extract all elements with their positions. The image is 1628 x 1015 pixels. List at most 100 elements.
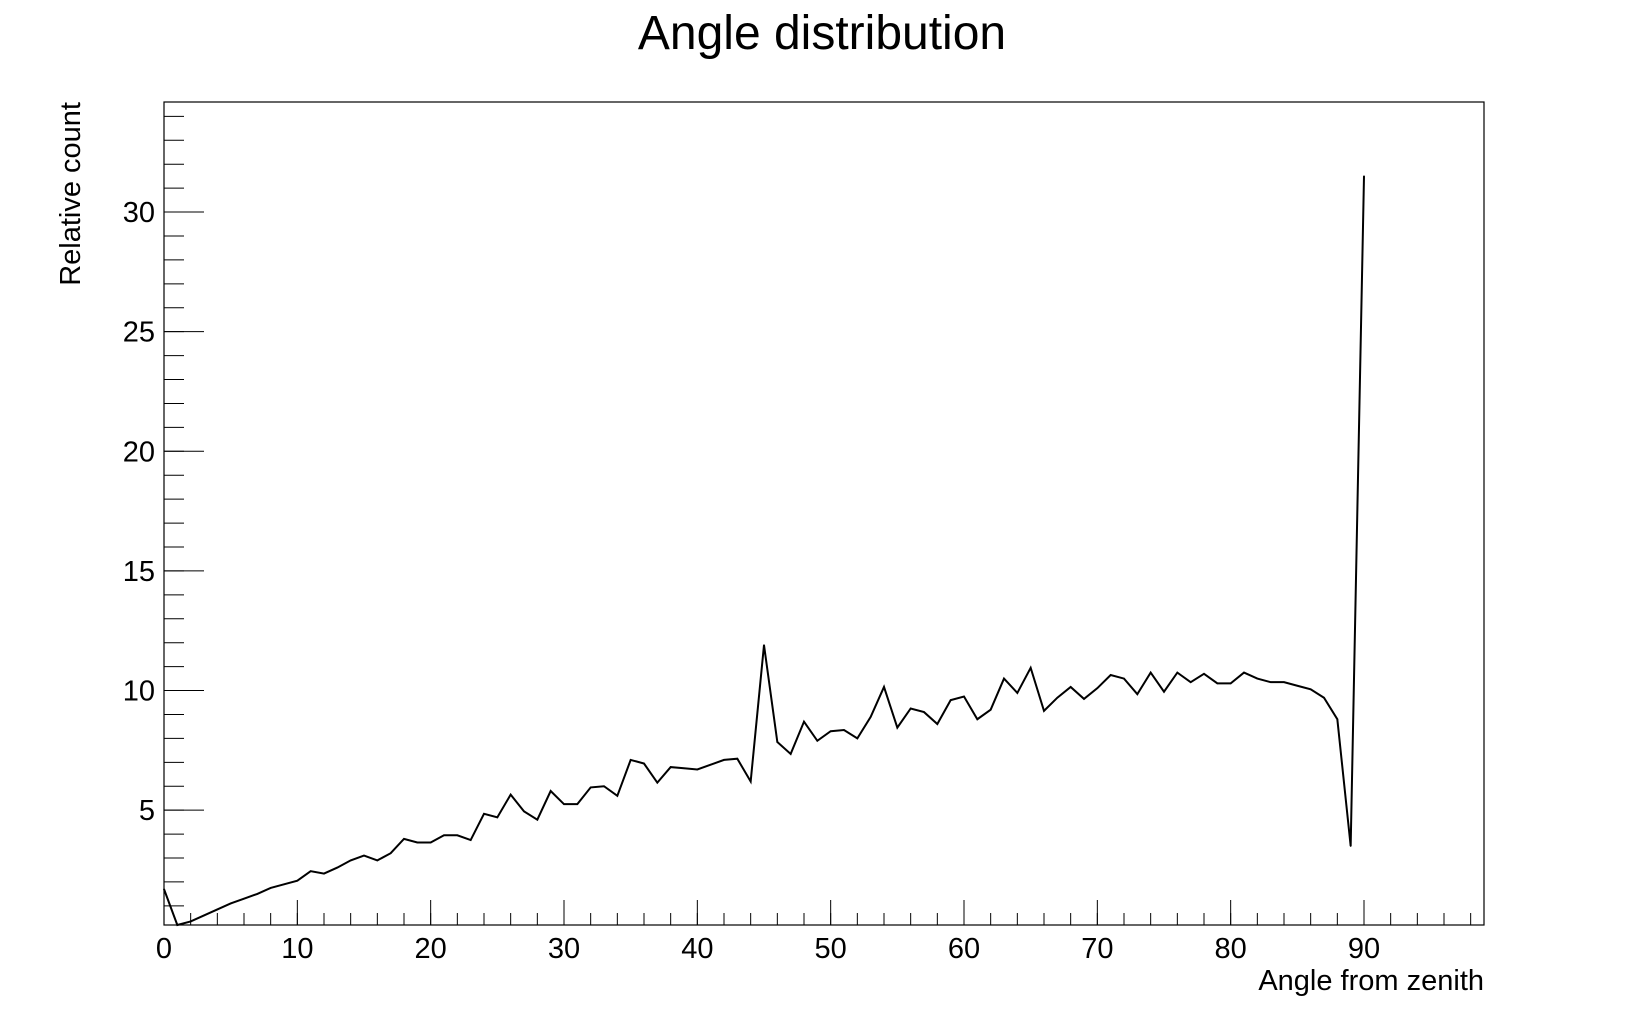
data-point xyxy=(656,781,659,784)
y-axis-label: Relative count xyxy=(55,102,87,286)
data-point xyxy=(376,859,379,862)
y-tick-label: 25 xyxy=(123,317,155,349)
data-point xyxy=(989,708,992,711)
data-point xyxy=(1336,718,1339,721)
data-point xyxy=(963,695,965,698)
x-tick-label: 0 xyxy=(156,933,172,965)
data-point xyxy=(843,729,845,731)
data-point xyxy=(1109,674,1112,676)
data-point xyxy=(429,841,432,844)
data-point xyxy=(749,780,752,783)
data-point xyxy=(803,720,805,723)
data-point xyxy=(1069,686,1072,688)
data-point xyxy=(763,644,765,646)
data-point xyxy=(1256,677,1259,680)
data-point xyxy=(683,767,685,770)
x-tick-label: 40 xyxy=(681,933,713,965)
data-point xyxy=(1149,671,1152,674)
x-tick-label: 10 xyxy=(281,933,313,965)
data-point xyxy=(536,818,539,821)
data-point xyxy=(256,893,259,895)
axis-tick-labels: 0 10 20 30 40 50 60 70 80 90 5 10 15 20 25 30 xyxy=(123,197,1380,965)
data-point xyxy=(229,902,232,905)
data-point xyxy=(616,795,619,797)
data-point xyxy=(589,786,592,789)
data-point xyxy=(576,803,579,805)
data-point xyxy=(443,834,445,837)
data-point xyxy=(176,924,179,926)
data-point xyxy=(363,854,365,857)
data-point xyxy=(216,908,219,911)
data-point xyxy=(549,790,552,792)
data-point xyxy=(1216,682,1219,685)
data-point xyxy=(523,810,525,813)
x-axis-label: Angle from zenith xyxy=(1258,965,1484,997)
data-point xyxy=(1229,682,1232,685)
data-point xyxy=(1349,845,1352,847)
data-point xyxy=(1363,175,1365,177)
data-point xyxy=(416,841,419,844)
data-point xyxy=(456,834,459,837)
data-point xyxy=(736,757,739,760)
data-point xyxy=(1043,710,1045,712)
plot-frame xyxy=(163,101,1485,926)
data-point xyxy=(1203,672,1205,675)
data-point xyxy=(1176,671,1179,674)
data-point xyxy=(496,816,499,819)
x-tick-label: 50 xyxy=(815,933,847,965)
data-point xyxy=(789,753,792,755)
data-point xyxy=(1296,684,1299,687)
data-point xyxy=(403,838,405,840)
data-point xyxy=(269,887,272,889)
data-point xyxy=(509,793,512,796)
chart-title: Angle distribution xyxy=(638,7,1006,60)
y-tick-label: 30 xyxy=(123,197,155,229)
data-point xyxy=(309,870,312,872)
data-point xyxy=(936,723,939,725)
data-point xyxy=(189,920,192,923)
data-point xyxy=(1323,696,1325,699)
data-point xyxy=(883,686,885,688)
axis-ticks xyxy=(163,115,1472,925)
data-point xyxy=(336,866,339,869)
data-point xyxy=(296,879,299,882)
series-line xyxy=(163,176,1365,927)
data-points xyxy=(163,175,1365,926)
data-point xyxy=(1163,690,1165,693)
data-point xyxy=(603,785,605,788)
x-tick-label: 90 xyxy=(1348,933,1380,965)
data-point xyxy=(349,859,352,862)
data-point xyxy=(1309,688,1312,691)
data-point xyxy=(163,888,165,890)
data-point xyxy=(563,803,565,805)
data-point xyxy=(1029,667,1032,669)
data-point xyxy=(896,726,899,729)
data-point xyxy=(323,872,325,875)
data-point xyxy=(949,699,952,701)
data-point xyxy=(629,759,632,761)
data-point xyxy=(1083,698,1085,700)
x-tick-label: 70 xyxy=(1081,933,1113,965)
data-point xyxy=(1123,677,1125,680)
data-point xyxy=(723,759,725,761)
data-point xyxy=(1096,687,1099,689)
y-tick-label: 15 xyxy=(123,556,155,588)
data-point xyxy=(243,897,245,900)
x-tick-label: 80 xyxy=(1215,933,1247,965)
data-point xyxy=(869,716,872,718)
data-point xyxy=(1056,696,1059,699)
data-point xyxy=(469,839,472,841)
data-point xyxy=(1269,681,1272,683)
data-point xyxy=(1189,681,1192,683)
x-tick-label: 30 xyxy=(548,933,580,965)
data-point xyxy=(909,707,912,710)
data-point xyxy=(1136,693,1139,695)
data-point xyxy=(1243,671,1245,674)
data-point xyxy=(643,762,645,765)
data-point xyxy=(696,768,699,771)
y-tick-label: 10 xyxy=(123,676,155,708)
data-point xyxy=(1003,677,1005,680)
x-tick-label: 60 xyxy=(948,933,980,965)
data-point xyxy=(669,766,672,768)
